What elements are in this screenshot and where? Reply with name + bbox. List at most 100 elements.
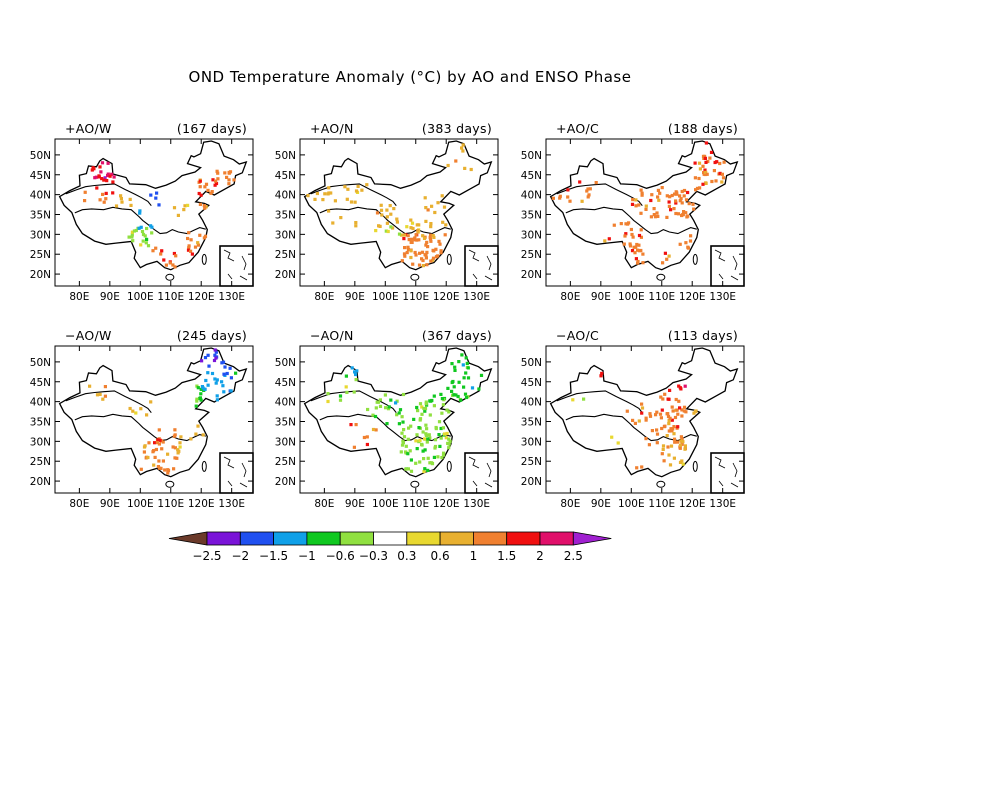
station-dot xyxy=(418,460,422,464)
station-dot xyxy=(106,161,110,165)
station-dot xyxy=(640,193,644,197)
panel-label: +AO/C xyxy=(556,121,599,136)
station-dot xyxy=(196,243,201,247)
station-dot xyxy=(678,406,682,410)
station-dot xyxy=(163,468,167,472)
station-dot xyxy=(431,256,436,260)
station-dot xyxy=(667,429,671,433)
station-dot xyxy=(415,447,419,451)
station-dot xyxy=(155,441,159,445)
station-dot xyxy=(655,441,659,445)
panel-days: (188 days) xyxy=(668,121,738,136)
station-dot xyxy=(306,194,310,198)
lat-label: 25N xyxy=(521,456,542,468)
station-dot xyxy=(672,432,676,436)
station-dot xyxy=(440,397,444,401)
lat-label: 45N xyxy=(521,377,542,389)
station-dot xyxy=(355,369,359,373)
station-dot xyxy=(631,235,635,239)
station-dot xyxy=(674,397,678,402)
station-dot xyxy=(331,221,335,225)
station-dot xyxy=(189,238,193,242)
station-dot xyxy=(172,251,176,256)
station-dot xyxy=(366,407,370,412)
lat-label: 25N xyxy=(275,456,296,468)
station-dot xyxy=(477,387,481,391)
station-dot xyxy=(667,418,671,423)
station-dot xyxy=(694,409,698,413)
station-dot xyxy=(447,410,451,414)
station-dot xyxy=(120,200,124,204)
station-dot xyxy=(649,215,653,219)
station-dot xyxy=(632,245,636,249)
station-dot xyxy=(141,239,145,243)
lat-label: 40N xyxy=(30,397,51,409)
station-dot xyxy=(412,417,416,421)
lat-label: 45N xyxy=(30,170,51,182)
station-dot xyxy=(670,405,674,409)
station-dot xyxy=(400,431,404,435)
station-dot xyxy=(660,186,664,190)
station-dot xyxy=(112,175,116,179)
station-dot xyxy=(670,429,674,433)
station-dot xyxy=(676,212,681,216)
station-dot xyxy=(90,168,94,172)
station-dot xyxy=(688,239,693,243)
station-dot xyxy=(153,441,157,445)
lon-label: 80E xyxy=(560,498,580,510)
lon-label: 110E xyxy=(157,291,184,303)
station-dot xyxy=(215,398,219,402)
lat-label: 50N xyxy=(30,357,51,369)
station-dot xyxy=(227,170,231,175)
colorbar-extend-low xyxy=(168,531,208,546)
station-dot xyxy=(439,392,443,396)
station-dot xyxy=(103,394,107,398)
station-dot xyxy=(111,191,115,195)
station-dot xyxy=(95,393,100,397)
station-dot xyxy=(406,437,410,441)
station-dot xyxy=(462,385,466,389)
station-dot xyxy=(676,412,680,416)
colorbar-swatch xyxy=(373,531,408,546)
station-dot xyxy=(137,226,141,230)
station-dot xyxy=(434,247,438,251)
station-dot xyxy=(402,435,407,439)
station-dot xyxy=(461,143,465,147)
station-dot xyxy=(457,380,461,384)
station-dot xyxy=(384,229,388,233)
station-dot xyxy=(212,358,217,363)
station-dot xyxy=(213,353,217,357)
station-dot xyxy=(650,429,654,433)
station-dot xyxy=(421,449,425,453)
station-dot xyxy=(223,365,227,369)
station-dot xyxy=(667,453,671,457)
station-dot xyxy=(551,196,555,200)
station-dot xyxy=(680,414,684,418)
station-dot xyxy=(616,441,620,445)
station-dot xyxy=(644,418,648,422)
station-dot xyxy=(586,187,590,191)
station-dot xyxy=(156,438,160,442)
station-dot xyxy=(195,399,199,403)
island-outline xyxy=(656,273,666,281)
station-dot xyxy=(671,409,675,413)
lon-label: 100E xyxy=(618,291,645,303)
station-dot xyxy=(701,182,705,186)
station-dot xyxy=(406,452,410,456)
lon-label: 100E xyxy=(372,498,399,510)
station-dot xyxy=(378,398,382,402)
station-dot xyxy=(637,233,642,238)
figure-title: OND Temperature Anomaly (°C) by AO and E… xyxy=(189,68,632,86)
station-dot xyxy=(437,239,441,243)
station-dot xyxy=(189,249,193,253)
lon-label: 130E xyxy=(218,291,245,303)
station-dot xyxy=(689,234,693,238)
station-dot xyxy=(211,178,215,182)
china-outline xyxy=(303,140,493,271)
station-dot xyxy=(352,445,356,449)
station-dot xyxy=(416,409,420,413)
station-dot xyxy=(676,440,680,444)
lon-label: 90E xyxy=(591,498,611,510)
station-dot xyxy=(398,408,403,412)
station-dots xyxy=(88,348,238,475)
